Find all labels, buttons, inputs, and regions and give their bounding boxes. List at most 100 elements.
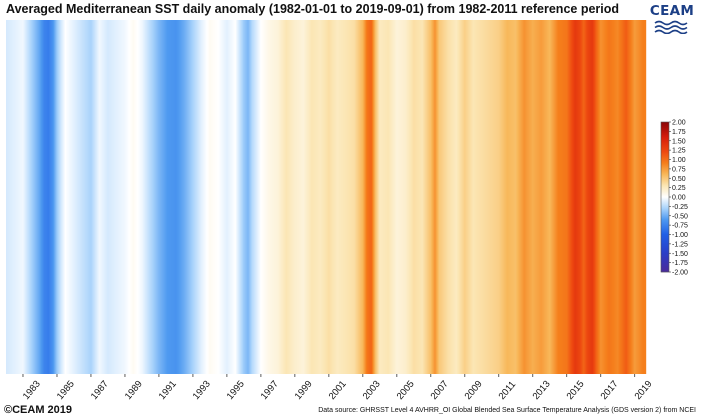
anomaly-stripe bbox=[128, 20, 130, 374]
anomaly-stripe bbox=[625, 20, 627, 374]
anomaly-stripe bbox=[273, 20, 275, 374]
anomaly-stripe bbox=[109, 20, 111, 374]
anomaly-stripe bbox=[449, 20, 451, 374]
anomaly-stripe bbox=[341, 20, 343, 374]
anomaly-stripe bbox=[515, 20, 517, 374]
anomaly-stripe bbox=[69, 20, 71, 374]
anomaly-stripe bbox=[388, 20, 390, 374]
anomaly-stripe bbox=[42, 20, 44, 374]
colorbar-segment bbox=[661, 142, 669, 144]
anomaly-stripe bbox=[294, 20, 296, 374]
anomaly-stripe bbox=[227, 20, 229, 374]
anomaly-stripe bbox=[107, 20, 109, 374]
anomaly-stripe bbox=[247, 20, 249, 374]
anomaly-stripe bbox=[539, 20, 541, 374]
anomaly-stripe bbox=[228, 20, 230, 374]
colorbar-segment bbox=[661, 127, 669, 129]
anomaly-stripe bbox=[305, 20, 307, 374]
anomaly-stripe bbox=[363, 20, 365, 374]
anomaly-stripe bbox=[507, 20, 509, 374]
colorbar-segment bbox=[661, 163, 669, 165]
anomaly-stripe bbox=[301, 20, 303, 374]
anomaly-stripe bbox=[87, 20, 89, 374]
colorbar-segment bbox=[661, 140, 669, 142]
anomaly-stripe bbox=[633, 20, 635, 374]
anomaly-stripe bbox=[303, 20, 305, 374]
anomaly-stripe bbox=[517, 20, 519, 374]
anomaly-stripe bbox=[321, 20, 323, 374]
colorbar-segment bbox=[661, 239, 669, 241]
anomaly-stripe bbox=[151, 20, 153, 374]
anomaly-stripe bbox=[285, 20, 287, 374]
anomaly-stripe bbox=[538, 20, 540, 374]
anomaly-stripe bbox=[468, 20, 470, 374]
anomaly-stripe bbox=[53, 20, 55, 374]
anomaly-stripe bbox=[508, 20, 510, 374]
anomaly-stripe bbox=[626, 20, 628, 374]
anomaly-stripe bbox=[570, 20, 572, 374]
anomaly-stripe bbox=[454, 20, 456, 374]
anomaly-stripe bbox=[166, 20, 168, 374]
anomaly-stripe bbox=[293, 20, 295, 374]
anomaly-stripe bbox=[57, 20, 59, 374]
colorbar-segment bbox=[661, 180, 669, 182]
colorbar-segment bbox=[661, 171, 669, 173]
anomaly-stripe bbox=[467, 20, 469, 374]
anomaly-stripe bbox=[576, 20, 578, 374]
anomaly-stripe bbox=[361, 20, 363, 374]
colorbar-segment bbox=[661, 146, 669, 148]
anomaly-stripe bbox=[229, 20, 231, 374]
anomaly-stripe bbox=[432, 20, 434, 374]
anomaly-stripe bbox=[58, 20, 60, 374]
anomaly-stripe bbox=[369, 20, 371, 374]
colorbar-segment bbox=[661, 162, 669, 164]
anomaly-stripe bbox=[484, 20, 486, 374]
anomaly-stripe bbox=[204, 20, 206, 374]
colorbar-segment bbox=[661, 184, 669, 186]
anomaly-stripe bbox=[480, 20, 482, 374]
anomaly-stripe bbox=[481, 20, 483, 374]
anomaly-stripe bbox=[56, 20, 58, 374]
anomaly-stripe bbox=[327, 20, 329, 374]
colorbar-tick-label: 1.50 bbox=[672, 138, 686, 145]
anomaly-stripe bbox=[132, 20, 134, 374]
anomaly-stripe bbox=[643, 20, 645, 374]
anomaly-stripe bbox=[208, 20, 210, 374]
colorbar-segment bbox=[661, 195, 669, 197]
colorbar-segment bbox=[661, 201, 669, 203]
colorbar-segment bbox=[661, 235, 669, 237]
anomaly-stripe bbox=[113, 20, 115, 374]
colorbar-segment bbox=[661, 150, 669, 152]
anomaly-stripe bbox=[185, 20, 187, 374]
anomaly-stripe bbox=[244, 20, 246, 374]
anomaly-stripe bbox=[127, 20, 129, 374]
anomaly-stripe bbox=[216, 20, 218, 374]
anomaly-stripe bbox=[103, 20, 105, 374]
anomaly-stripe bbox=[414, 20, 416, 374]
anomaly-stripe bbox=[489, 20, 491, 374]
anomaly-stripe bbox=[382, 20, 384, 374]
anomaly-stripe bbox=[47, 20, 49, 374]
anomaly-stripe bbox=[452, 20, 454, 374]
x-tick-label: 1987 bbox=[89, 379, 111, 402]
anomaly-stripe bbox=[315, 20, 317, 374]
colorbar-segment bbox=[661, 229, 669, 231]
colorbar-tick-label: -0.75 bbox=[672, 223, 688, 230]
x-tick-label: 1997 bbox=[259, 379, 281, 402]
colorbar-segment bbox=[661, 154, 669, 156]
anomaly-stripe bbox=[121, 20, 123, 374]
anomaly-stripe bbox=[281, 20, 283, 374]
anomaly-stripe bbox=[189, 20, 191, 374]
anomaly-stripe bbox=[308, 20, 310, 374]
anomaly-stripe bbox=[125, 20, 127, 374]
anomaly-stripe bbox=[552, 20, 554, 374]
anomaly-stripe bbox=[474, 20, 476, 374]
anomaly-stripe bbox=[269, 20, 271, 374]
anomaly-stripe bbox=[533, 20, 535, 374]
anomaly-stripe bbox=[514, 20, 516, 374]
anomaly-stripe bbox=[72, 20, 74, 374]
anomaly-stripe bbox=[261, 20, 263, 374]
anomaly-stripe bbox=[221, 20, 223, 374]
colorbar-segment bbox=[661, 179, 669, 181]
